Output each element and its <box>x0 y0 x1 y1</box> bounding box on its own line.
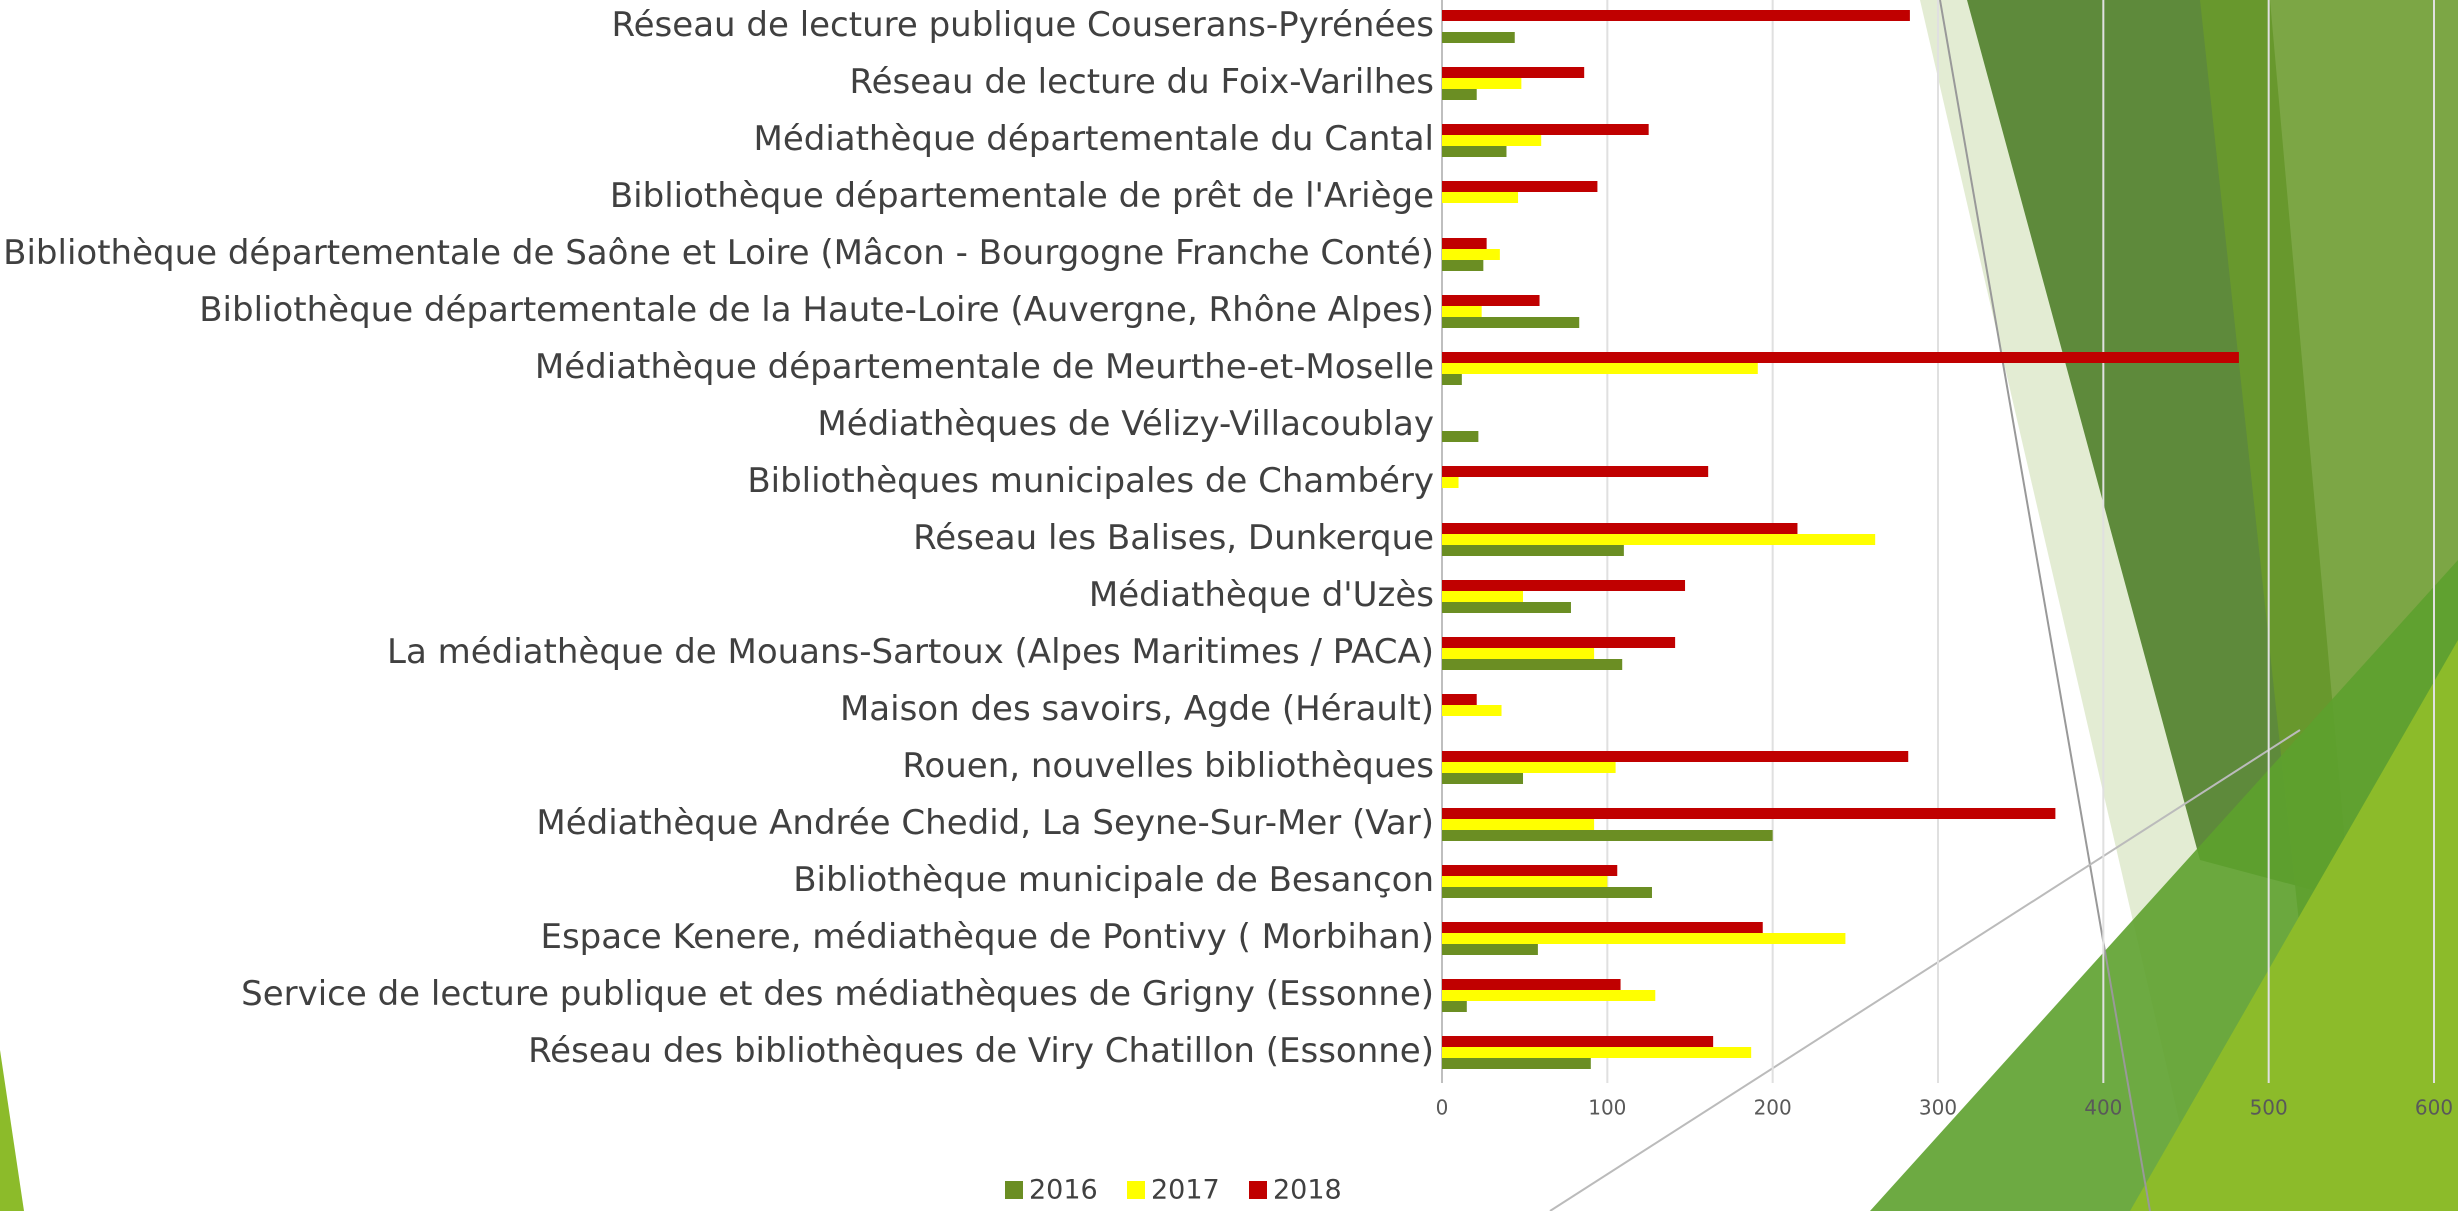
bar <box>1442 10 1910 21</box>
category-label: Rouen, nouvelles bibliothèques <box>902 746 1434 786</box>
category-label: Espace Kenere, médiathèque de Pontivy ( … <box>540 917 1434 957</box>
category-label: Maison des savoirs, Agde (Hérault) <box>840 689 1434 729</box>
bar <box>1442 523 1798 534</box>
legend-label: 2018 <box>1273 1175 1342 1206</box>
bar <box>1442 477 1459 488</box>
bar <box>1442 67 1585 78</box>
bar <box>1442 374 1462 385</box>
x-tick-label: 300 <box>1919 1096 1957 1120</box>
bar <box>1442 317 1580 328</box>
category-label: Bibliothèque départementale de prêt de l… <box>610 176 1434 216</box>
x-tick-label: 100 <box>1588 1096 1626 1120</box>
bar <box>1442 762 1616 773</box>
bar <box>1442 466 1709 477</box>
category-label: Médiathèque départementale du Cantal <box>753 119 1434 159</box>
bar <box>1442 830 1773 841</box>
bar <box>1442 78 1522 89</box>
bar <box>1442 751 1909 762</box>
bar <box>1442 887 1652 898</box>
bar <box>1442 648 1595 659</box>
bar <box>1442 922 1763 933</box>
category-label: Médiathèques de Vélizy-Villacoublay <box>817 404 1434 444</box>
bar <box>1442 363 1758 374</box>
bar <box>1442 602 1571 613</box>
bar <box>1442 146 1507 157</box>
bar <box>1442 773 1524 784</box>
x-tick-label: 600 <box>2415 1096 2453 1120</box>
bar <box>1442 352 2239 363</box>
x-tick-label: 500 <box>2250 1096 2288 1120</box>
category-label: Réseau de lecture publique Couserans-Pyr… <box>612 5 1434 45</box>
category-label: Bibliothèque municipale de Besançon <box>793 860 1434 900</box>
bar <box>1442 260 1484 271</box>
legend: 2016 2017 2018 <box>1005 1175 1342 1206</box>
bar <box>1442 192 1519 203</box>
bar <box>1442 705 1502 716</box>
bar <box>1442 135 1542 146</box>
bar <box>1442 295 1540 306</box>
x-tick-label: 400 <box>2084 1096 2122 1120</box>
bar <box>1442 306 1482 317</box>
bar <box>1442 249 1500 260</box>
bar <box>1442 534 1876 545</box>
bar <box>1442 1036 1714 1047</box>
bar <box>1442 637 1676 648</box>
bar <box>1442 865 1618 876</box>
x-tick-label: 200 <box>1754 1096 1792 1120</box>
bar <box>1442 876 1608 887</box>
bar <box>1442 694 1477 705</box>
bar <box>1442 181 1598 192</box>
bar <box>1442 933 1846 944</box>
x-tick-label: 0 <box>1436 1096 1449 1120</box>
category-label: Réseau de lecture du Foix-Varilhes <box>850 62 1434 102</box>
bar <box>1442 591 1524 602</box>
category-label: Bibliothèque départementale de Saône et … <box>3 233 1434 273</box>
bar <box>1442 1001 1467 1012</box>
bar <box>1442 89 1477 100</box>
category-label: Bibliothèque départementale de la Haute-… <box>199 290 1434 330</box>
category-label: Médiathèque Andrée Chedid, La Seyne-Sur-… <box>536 803 1434 843</box>
bar <box>1442 1047 1752 1058</box>
bar <box>1442 32 1515 43</box>
legend-swatch <box>1249 1181 1267 1199</box>
bar <box>1442 659 1623 670</box>
category-label: La médiathèque de Mouans-Sartoux (Alpes … <box>387 632 1434 672</box>
category-label: Service de lecture publique et des média… <box>241 974 1434 1014</box>
legend-swatch <box>1127 1181 1145 1199</box>
bar <box>1442 808 2056 819</box>
legend-label: 2017 <box>1151 1175 1220 1206</box>
bar <box>1442 990 1656 1001</box>
bar <box>1442 979 1621 990</box>
legend-label: 2016 <box>1029 1175 1098 1206</box>
bar <box>1442 545 1624 556</box>
category-label: Médiathèque d'Uzès <box>1089 575 1434 615</box>
bar <box>1442 124 1649 135</box>
bar <box>1442 944 1538 955</box>
bar <box>1442 1058 1591 1069</box>
bar <box>1442 238 1487 249</box>
legend-swatch <box>1005 1181 1023 1199</box>
bar <box>1442 580 1686 591</box>
category-label: Réseau les Balises, Dunkerque <box>913 518 1434 558</box>
bar <box>1442 819 1595 830</box>
category-label: Réseau des bibliothèques de Viry Chatill… <box>528 1031 1434 1071</box>
category-label: Bibliothèques municipales de Chambéry <box>747 461 1434 501</box>
bar <box>1442 431 1479 442</box>
category-label: Médiathèque départementale de Meurthe-et… <box>535 347 1434 387</box>
